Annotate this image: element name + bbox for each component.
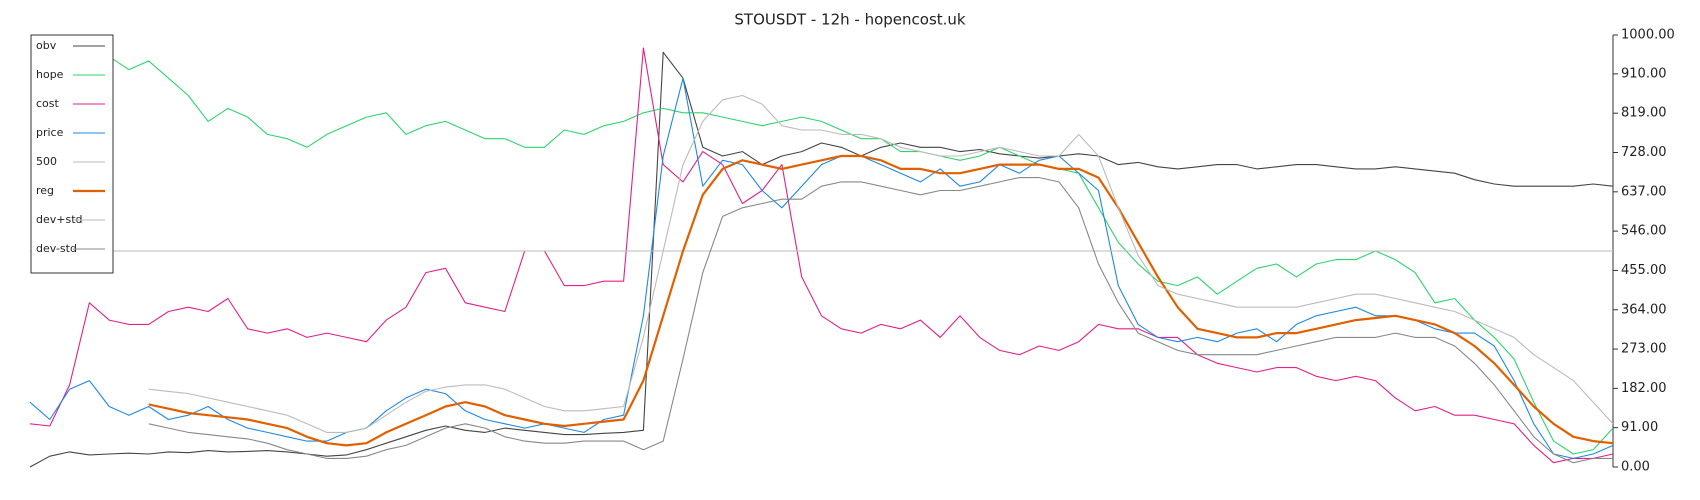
- y-tick-label: 1000.00: [1621, 28, 1675, 43]
- y-tick-label: 273.00: [1621, 342, 1667, 357]
- legend-label: price: [36, 126, 64, 139]
- y-tick-label: 546.00: [1621, 224, 1667, 239]
- y-tick-label: 910.00: [1621, 66, 1667, 81]
- legend-label: dev-std: [36, 242, 77, 255]
- series-line: [108, 56, 1614, 455]
- y-tick-label: 455.00: [1621, 263, 1667, 278]
- y-tick-label: 182.00: [1621, 381, 1667, 396]
- y-tick-label: 637.00: [1621, 184, 1667, 199]
- legend-label: obv: [36, 39, 57, 52]
- legend-label: reg: [36, 184, 54, 197]
- y-tick-label: 364.00: [1621, 302, 1667, 317]
- series-line: [29, 51, 1614, 468]
- chart-title: STOUSDT - 12h - hopencost.uk: [734, 11, 966, 29]
- series-line: [148, 177, 1613, 464]
- series-line: [29, 47, 1614, 464]
- legend-label: dev+std: [36, 213, 83, 226]
- y-tick-label: 728.00: [1621, 145, 1667, 160]
- legend-label: hope: [36, 68, 64, 81]
- y-tick-label: 819.00: [1621, 106, 1667, 121]
- series-line: [148, 94, 1614, 433]
- series-line: [29, 77, 1614, 459]
- y-tick-label: 91.00: [1621, 420, 1658, 435]
- legend-label: cost: [36, 97, 60, 110]
- y-tick-label: 0.00: [1621, 460, 1650, 475]
- series-line: [148, 154, 1614, 447]
- legend-label: 500: [36, 155, 57, 168]
